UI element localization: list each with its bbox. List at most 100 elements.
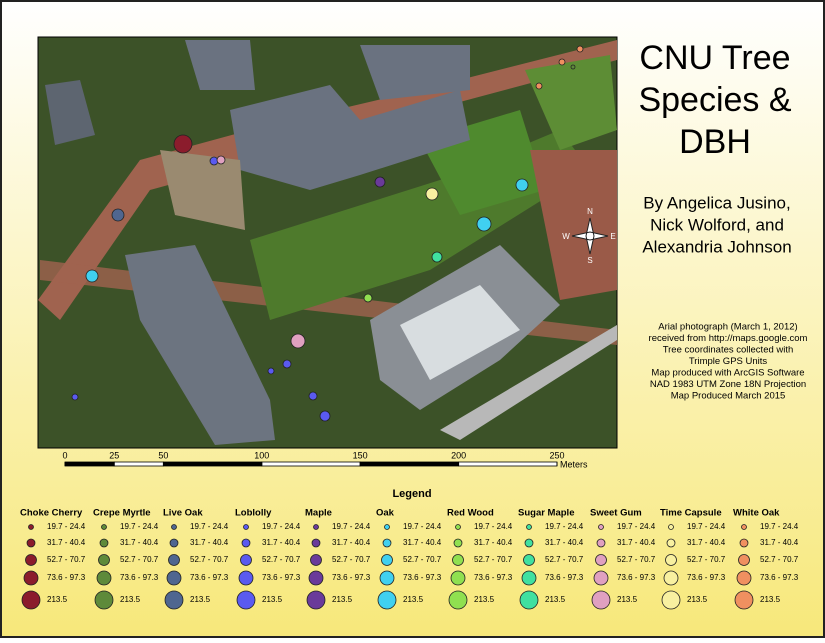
title-line: DBH — [679, 123, 751, 161]
legend-class: 73.6 - 97.3 — [474, 573, 513, 582]
legend-class: 31.7 - 40.4 — [617, 538, 656, 547]
legend-symbol — [521, 570, 537, 586]
legend-species: Time Capsule — [660, 508, 722, 519]
legend-class: 52.7 - 70.7 — [120, 555, 159, 564]
legend-class: 52.7 - 70.7 — [190, 555, 229, 564]
legend-class: 213.5 — [545, 595, 566, 604]
legend-symbol — [25, 554, 37, 566]
legend-title: Legend — [392, 488, 431, 500]
legend-class: 213.5 — [474, 595, 495, 604]
legend-class: 52.7 - 70.7 — [332, 555, 371, 564]
legend-symbol — [166, 570, 182, 586]
legend-symbol — [96, 570, 112, 586]
legend-class: 73.6 - 97.3 — [332, 573, 371, 582]
legend-class: 52.7 - 70.7 — [262, 555, 301, 564]
tree-points — [71, 45, 584, 422]
legend-symbol — [379, 570, 395, 586]
compass-rose: N E S W — [562, 207, 615, 265]
note-line: Map produced with ArcGIS Software — [651, 368, 804, 379]
author-line: Nick Wolford, and — [650, 215, 784, 234]
legend-class: 52.7 - 70.7 — [47, 555, 86, 564]
author-line: Alexandria Johnson — [642, 237, 791, 256]
note-line: Arial photograph (March 1, 2012) — [658, 322, 797, 333]
note-line: NAD 1983 UTM Zone 18N Projection — [650, 379, 806, 390]
legend-symbol — [665, 554, 677, 566]
legend-symbol — [519, 590, 539, 610]
notes: Arial photograph (March 1, 2012)received… — [649, 322, 808, 402]
legend-symbol — [739, 538, 749, 548]
title-line: CNU Tree — [639, 39, 790, 77]
scale-label: 0 — [62, 450, 67, 460]
legend-class: 52.7 - 70.7 — [687, 555, 726, 564]
legend-symbol — [455, 524, 461, 530]
legend-symbol — [666, 538, 676, 548]
legend-class: 19.7 - 24.4 — [332, 522, 371, 531]
legend-species: Live Oak — [163, 508, 203, 519]
legend-class: 73.6 - 97.3 — [190, 573, 229, 582]
legend-symbol — [377, 590, 397, 610]
legend-class: 73.6 - 97.3 — [47, 573, 86, 582]
legend-symbol — [736, 570, 752, 586]
legend-symbol — [450, 570, 466, 586]
legend-class: 19.7 - 24.4 — [190, 522, 229, 531]
note-line: Trimple GPS Units — [689, 356, 768, 367]
compass-e: E — [610, 232, 615, 241]
legend-class: 19.7 - 24.4 — [262, 522, 301, 531]
legend-class: 213.5 — [190, 595, 211, 604]
scale-segment — [113, 461, 164, 467]
legend-symbol — [28, 524, 34, 530]
legend-class: 213.5 — [617, 595, 638, 604]
scale-label: 250 — [549, 450, 564, 460]
compass-w: W — [562, 232, 570, 241]
legend-class: 31.7 - 40.4 — [262, 538, 301, 547]
note-line: Tree coordinates collected with — [663, 345, 794, 356]
legend-symbol — [306, 590, 326, 610]
legend-symbol — [452, 554, 464, 566]
legend-class: 52.7 - 70.7 — [403, 555, 442, 564]
legend-species: Sweet Gum — [590, 508, 642, 519]
legend-class: 31.7 - 40.4 — [403, 538, 442, 547]
legend-class: 73.6 - 97.3 — [760, 573, 799, 582]
legend-symbol — [101, 524, 107, 530]
legend-class: 213.5 — [760, 595, 781, 604]
scale-label: 100 — [254, 450, 269, 460]
legend-symbol — [23, 570, 39, 586]
legend-symbol — [593, 570, 609, 586]
legend-symbol — [311, 538, 321, 548]
legend-symbol — [734, 590, 754, 610]
legend-symbol — [169, 538, 179, 548]
legend-species: Maple — [305, 508, 332, 519]
scale-segment — [162, 461, 263, 467]
scale-label: 150 — [353, 450, 368, 460]
legend-class: 52.7 - 70.7 — [545, 555, 584, 564]
legend-species: Oak — [376, 508, 395, 519]
legend-symbol — [598, 524, 604, 530]
legend-symbol — [453, 538, 463, 548]
legend-class: 19.7 - 24.4 — [545, 522, 584, 531]
compass-n: N — [587, 207, 593, 216]
legend-class: 213.5 — [120, 595, 141, 604]
legend-class: 19.7 - 24.4 — [47, 522, 86, 531]
legend-symbol — [663, 570, 679, 586]
legend-symbol — [241, 538, 251, 548]
legend-symbol — [168, 554, 180, 566]
legend-symbol — [243, 524, 249, 530]
legend-symbol — [382, 538, 392, 548]
scale-segment — [64, 461, 115, 467]
legend-species: Loblolly — [235, 508, 272, 519]
legend-class: 73.6 - 97.3 — [617, 573, 656, 582]
legend-class: 73.6 - 97.3 — [687, 573, 726, 582]
legend-class: 73.6 - 97.3 — [262, 573, 301, 582]
legend-symbol — [240, 554, 252, 566]
legend-species: Choke Cherry — [20, 508, 83, 519]
legend-class: 31.7 - 40.4 — [190, 538, 229, 547]
legend-class: 31.7 - 40.4 — [545, 538, 584, 547]
legend-class: 52.7 - 70.7 — [617, 555, 656, 564]
scale-unit: Meters — [560, 459, 588, 469]
scale-segment — [458, 461, 558, 467]
legend: Legend Choke Cherry 19.7 - 24.4 31.7 - 40.4… — [20, 488, 799, 610]
legend-symbol — [661, 590, 681, 610]
legend-symbol — [741, 524, 747, 530]
legend-symbol — [21, 590, 41, 610]
